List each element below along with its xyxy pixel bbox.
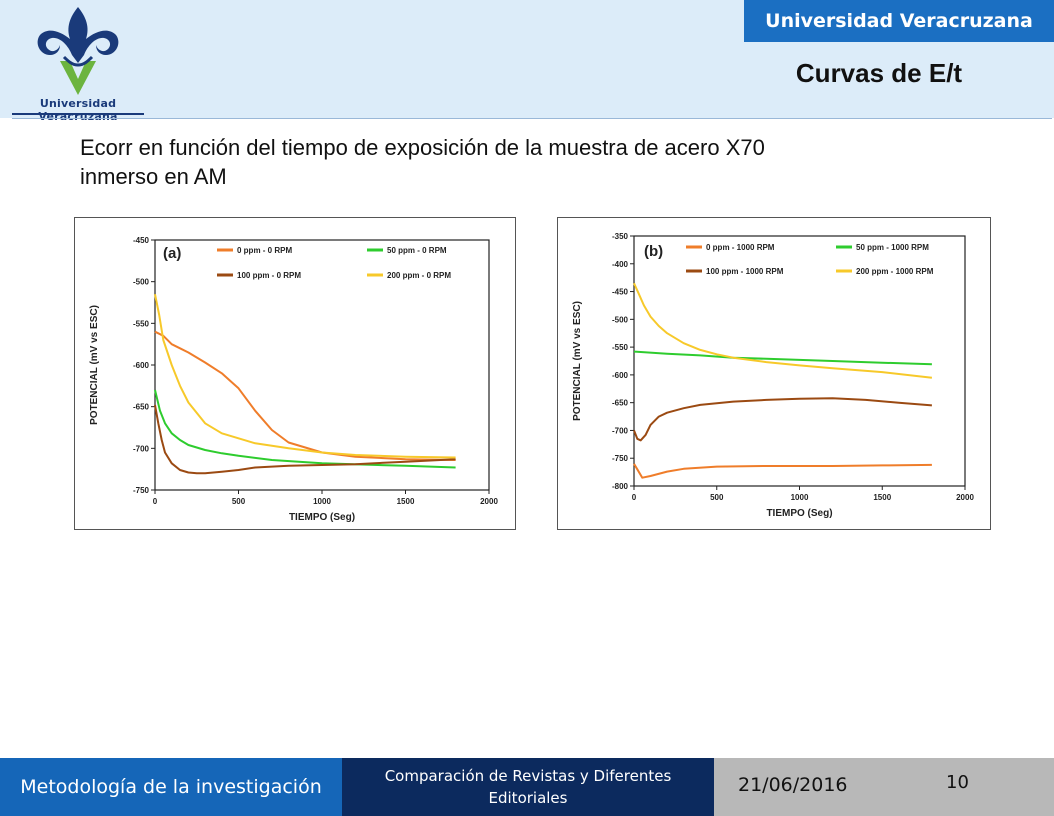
x-tick-label: 1000 [313,497,331,506]
series-line-1 [633,350,932,366]
y-axis-label: POTENCIAL (mV vs ESC) [572,301,583,421]
panel-label: (a) [163,245,181,262]
footer-course: Metodología de la investigación [0,758,342,816]
y-tick-label: -650 [612,399,629,408]
logo-emblem-icon [37,7,119,95]
x-tick-label: 500 [232,497,246,506]
y-tick-label: -550 [133,319,150,328]
legend-entry: 50 ppm - 0 RPM [387,246,447,255]
x-tick-label: 1000 [791,493,809,502]
series-line-2 [633,397,932,442]
y-tick-label: -450 [133,236,150,245]
x-tick-label: 500 [710,493,724,502]
y-tick-label: -600 [612,371,629,380]
chart-b-frame: -800 -750 -700 -650 -600 -550 -500 -450 -400 -350… [557,217,991,530]
legend-entry: 0 ppm - 0 RPM [237,246,292,255]
chart-a-frame: -750 -700 -650 -600 -550 -500 -450 0 500 1000 1500… [74,217,516,530]
slide-subtitle: Ecorr en función del tiempo de exposició… [80,133,980,191]
y-tick-label: -450 [612,288,629,297]
slide-title: Curvas de E/t [795,58,963,88]
brand-box: Universidad Veracruzana [744,0,1054,42]
footer-gray-band [714,758,1054,816]
y-tick-label: -750 [612,454,629,463]
footer-date: 21/06/2016 [738,774,848,796]
series-line-2 [154,404,456,475]
x-tick-label: 1500 [873,493,891,502]
x-axis-label: TIEMPO (Seg) [289,512,355,523]
university-logo: Universidad Veracruzana [10,5,146,123]
y-tick-label: -400 [612,260,629,269]
y-tick-label: -600 [133,361,150,370]
x-axis-label: TIEMPO (Seg) [766,508,832,519]
series-line-3 [154,294,456,459]
y-tick-label: -750 [133,486,150,495]
logo-underline [12,113,144,115]
legend-entry: 200 ppm - 0 RPM [387,271,451,280]
chart-a: -750 -700 -650 -600 -550 -500 -450 0 500 1000 1500… [89,236,498,523]
series-line-0 [154,330,456,461]
y-tick-label: -500 [612,315,629,324]
legend-entry: 100 ppm - 1000 RPM [706,267,784,276]
x-tick-label: 0 [153,497,158,506]
panel-label: (b) [644,243,663,260]
footer-topic: Comparación de Revistas y Diferentes Edi… [342,758,714,816]
y-tick-label: -700 [133,444,150,453]
legend-entry: 200 ppm - 1000 RPM [856,267,934,276]
y-tick-label: -500 [133,278,150,287]
legend-entry: 100 ppm - 0 RPM [237,271,301,280]
header-divider [12,118,1052,119]
series-line-0 [633,463,932,479]
series-line-3 [633,282,933,379]
chart-b: -800 -750 -700 -650 -600 -550 -500 -450 -400 -350… [572,232,974,519]
x-tick-label: 2000 [480,497,498,506]
y-axis-label: POTENCIAL (mV vs ESC) [89,305,100,425]
subtitle-line-2: inmerso en AM [80,164,227,189]
series-line-1 [154,389,456,469]
logo-text: Universidad Veracruzana [38,97,118,123]
y-tick-label: -700 [612,426,629,435]
x-tick-label: 0 [632,493,637,502]
x-tick-label: 1500 [397,497,415,506]
legend-entry: 50 ppm - 1000 RPM [856,243,929,252]
y-tick-label: -350 [612,232,629,241]
y-tick-label: -650 [133,403,150,412]
subtitle-line-1: Ecorr en función del tiempo de exposició… [80,135,765,160]
page-number: 10 [946,772,969,793]
y-tick-label: -550 [612,343,629,352]
y-tick-label: -800 [612,482,629,491]
footer-topic-text: Comparación de Revistas y Diferentes Edi… [384,767,672,807]
legend-entry: 0 ppm - 1000 RPM [706,243,775,252]
x-tick-label: 2000 [956,493,974,502]
